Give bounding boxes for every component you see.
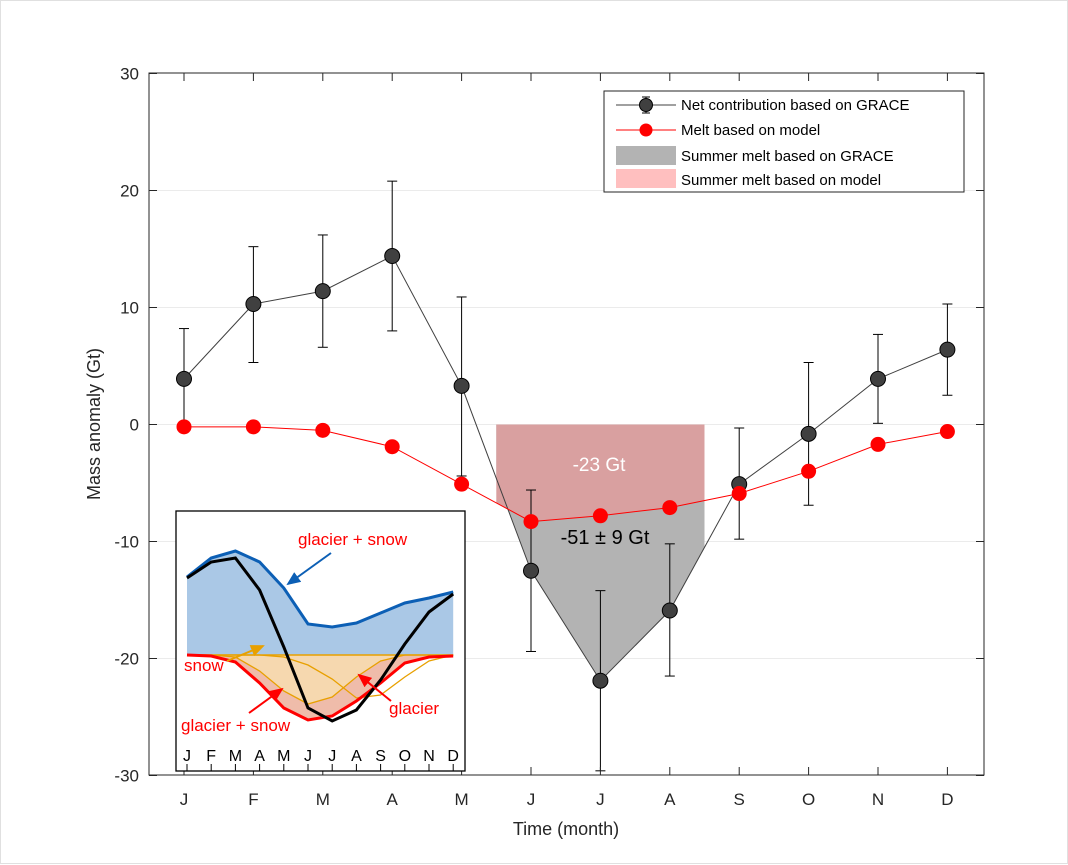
legend-label-grace-area: Summer melt based on GRACE xyxy=(681,148,894,165)
inset-x-tick-label: O xyxy=(399,748,411,765)
model-point xyxy=(384,439,400,455)
x-tick-label: S xyxy=(734,790,745,809)
grace-point xyxy=(939,341,956,358)
x-tick-label: J xyxy=(596,790,605,809)
model-point xyxy=(870,436,886,452)
inset-label-glacier: glacier xyxy=(389,699,439,718)
model-point xyxy=(731,486,747,502)
inset-border xyxy=(175,510,466,772)
legend-item-grace: Net contribution based on GRACE xyxy=(616,96,909,114)
model-point xyxy=(245,419,261,435)
grace-point xyxy=(314,283,331,300)
x-tick-label: D xyxy=(941,790,953,809)
inset-x-tick-label: S xyxy=(375,748,386,765)
grace-point xyxy=(384,248,401,265)
model-line xyxy=(184,426,948,523)
series-layer xyxy=(176,180,956,772)
x-axis-label: Time (month) xyxy=(513,819,619,839)
legend-item-grace-area: Summer melt based on GRACE xyxy=(616,146,894,165)
legend: Net contribution based on GRACE Melt bas… xyxy=(603,90,965,193)
legend-item-model-area: Summer melt based on model xyxy=(616,169,881,189)
inset-arrow-glacier xyxy=(357,673,392,702)
model-melt-area xyxy=(496,424,705,522)
grace-point xyxy=(453,377,470,394)
x-tick-label: A xyxy=(387,790,399,809)
model-point xyxy=(454,476,470,492)
x-tick-label: F xyxy=(248,790,258,809)
legend-item-model: Melt based on model xyxy=(616,122,820,139)
model-point xyxy=(662,500,678,516)
x-tick-label: M xyxy=(316,790,330,809)
inset-glacier-snow-fill xyxy=(187,551,454,655)
grace-point xyxy=(245,295,262,312)
inset-x-tick-label: F xyxy=(206,748,216,765)
grace-point xyxy=(523,562,539,579)
legend-marker-grace xyxy=(639,98,653,112)
x-tick-label: O xyxy=(802,790,815,809)
x-tick-label: J xyxy=(180,790,189,809)
y-tick-label: -20 xyxy=(114,650,139,669)
inset-blue-line xyxy=(186,549,454,629)
inset-x-tick-label: J xyxy=(304,748,312,765)
inset-x-tick-label: M xyxy=(229,748,242,765)
inset-label-glacier-snow-top: glacier + snow xyxy=(298,530,408,549)
y-tick-label: -10 xyxy=(114,533,139,552)
inset-arrow-glacier-snow-bottom xyxy=(248,687,284,714)
model-point xyxy=(176,419,192,435)
y-tick-label: -30 xyxy=(114,767,139,786)
model-point xyxy=(315,422,331,438)
model-point xyxy=(592,508,608,524)
grace-point xyxy=(176,370,192,387)
inset-arrow-glacier-snow-top xyxy=(286,552,332,586)
inset-label-snow: snow xyxy=(184,656,224,675)
inset-x-tick-label: J xyxy=(328,748,336,765)
y-tick-label: 0 xyxy=(130,416,139,435)
x-tick-label: J xyxy=(527,790,536,809)
inset-x-tick-label: A xyxy=(351,748,362,765)
inset-arrow-snow xyxy=(226,645,265,662)
grace-point xyxy=(661,602,678,619)
grace-area-label: -51 ± 9 Gt xyxy=(561,527,650,549)
inset-shapes xyxy=(186,549,455,723)
inset-label-glacier-snow-bottom: glacier + snow xyxy=(181,716,291,735)
y-axis-label: Mass anomaly (Gt) xyxy=(84,348,104,500)
y-tick-label: 30 xyxy=(120,65,139,84)
inset-annotations: glacier + snow snow glacier + snow glaci… xyxy=(181,530,439,735)
legend-marker-model xyxy=(639,123,653,137)
model-point xyxy=(939,424,955,440)
y-tick-label: 10 xyxy=(120,299,139,318)
summer-melt-areas xyxy=(496,424,705,681)
x-tick-label: A xyxy=(664,790,676,809)
legend-label-model-area: Summer melt based on model xyxy=(681,172,881,189)
grace-point xyxy=(870,370,886,387)
inset-x-tick-label: J xyxy=(183,748,191,765)
legend-label-model: Melt based on model xyxy=(681,122,820,139)
legend-swatch-model-area xyxy=(616,169,676,188)
inset-x-tick-label: M xyxy=(277,748,290,765)
y-axis: -30 -20 -10 0 10 20 30 xyxy=(114,65,984,786)
grace-line xyxy=(183,255,948,682)
x-tick-label: M xyxy=(455,790,469,809)
grace-point xyxy=(800,425,817,442)
grace-point xyxy=(592,672,609,689)
inset-x-tick-label: N xyxy=(423,748,435,765)
inset-red-line xyxy=(186,653,454,722)
model-area-label: -23 Gt xyxy=(573,455,627,476)
model-point xyxy=(801,463,817,479)
legend-swatch-grace-area xyxy=(616,146,676,165)
inset-x-tick-label: A xyxy=(254,748,265,765)
inset-x-tick-label: D xyxy=(447,748,459,765)
model-point xyxy=(523,514,539,530)
y-tick-label: 20 xyxy=(120,182,139,201)
legend-label-grace: Net contribution based on GRACE xyxy=(681,97,909,114)
x-tick-label: N xyxy=(872,790,884,809)
inset-black-line xyxy=(186,556,455,723)
